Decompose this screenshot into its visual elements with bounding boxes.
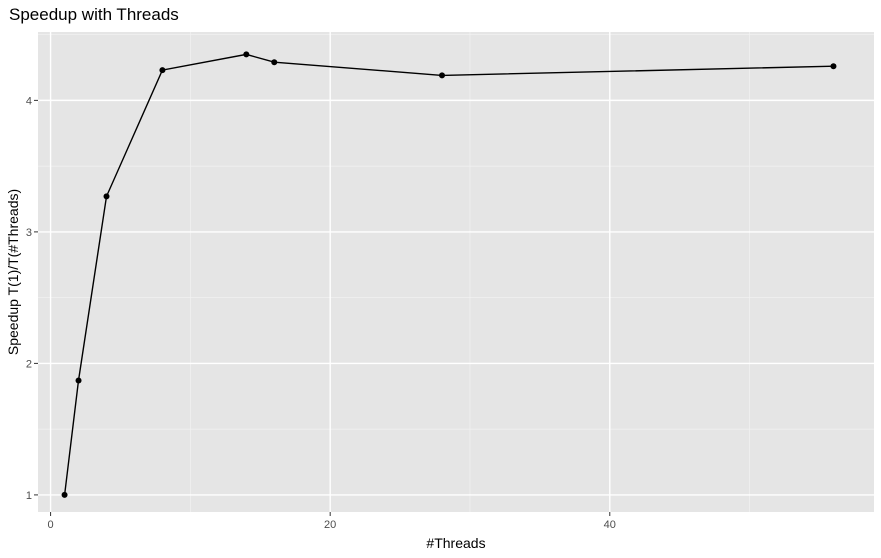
data-point: [243, 51, 250, 58]
y-tick-label: 1: [26, 490, 32, 502]
plot-panel: [38, 32, 874, 512]
y-axis: 1 2 3 4: [26, 95, 38, 502]
chart-title: Speedup with Threads: [9, 5, 179, 24]
data-point: [75, 377, 82, 384]
x-tick-label: 0: [48, 519, 54, 531]
y-tick-label: 2: [26, 358, 32, 370]
data-point: [830, 63, 837, 70]
grid-major-lines: [38, 32, 874, 512]
x-axis-title: #Threads: [426, 535, 485, 551]
x-tick-label: 40: [604, 519, 616, 531]
x-axis: 0 20 40: [48, 512, 616, 531]
x-tick-label: 20: [324, 519, 336, 531]
series-line: [63, 53, 834, 495]
y-tick-label: 4: [26, 95, 32, 107]
y-axis-title: Speedup T(1)/T(#Threads): [5, 189, 21, 355]
data-point: [103, 193, 110, 200]
y-tick-label: 3: [26, 227, 32, 239]
data-points: [61, 51, 837, 498]
grid-minor-lines: [38, 32, 874, 512]
data-point: [159, 67, 166, 74]
data-point: [439, 72, 446, 79]
data-point: [61, 491, 68, 498]
data-point: [271, 59, 278, 66]
